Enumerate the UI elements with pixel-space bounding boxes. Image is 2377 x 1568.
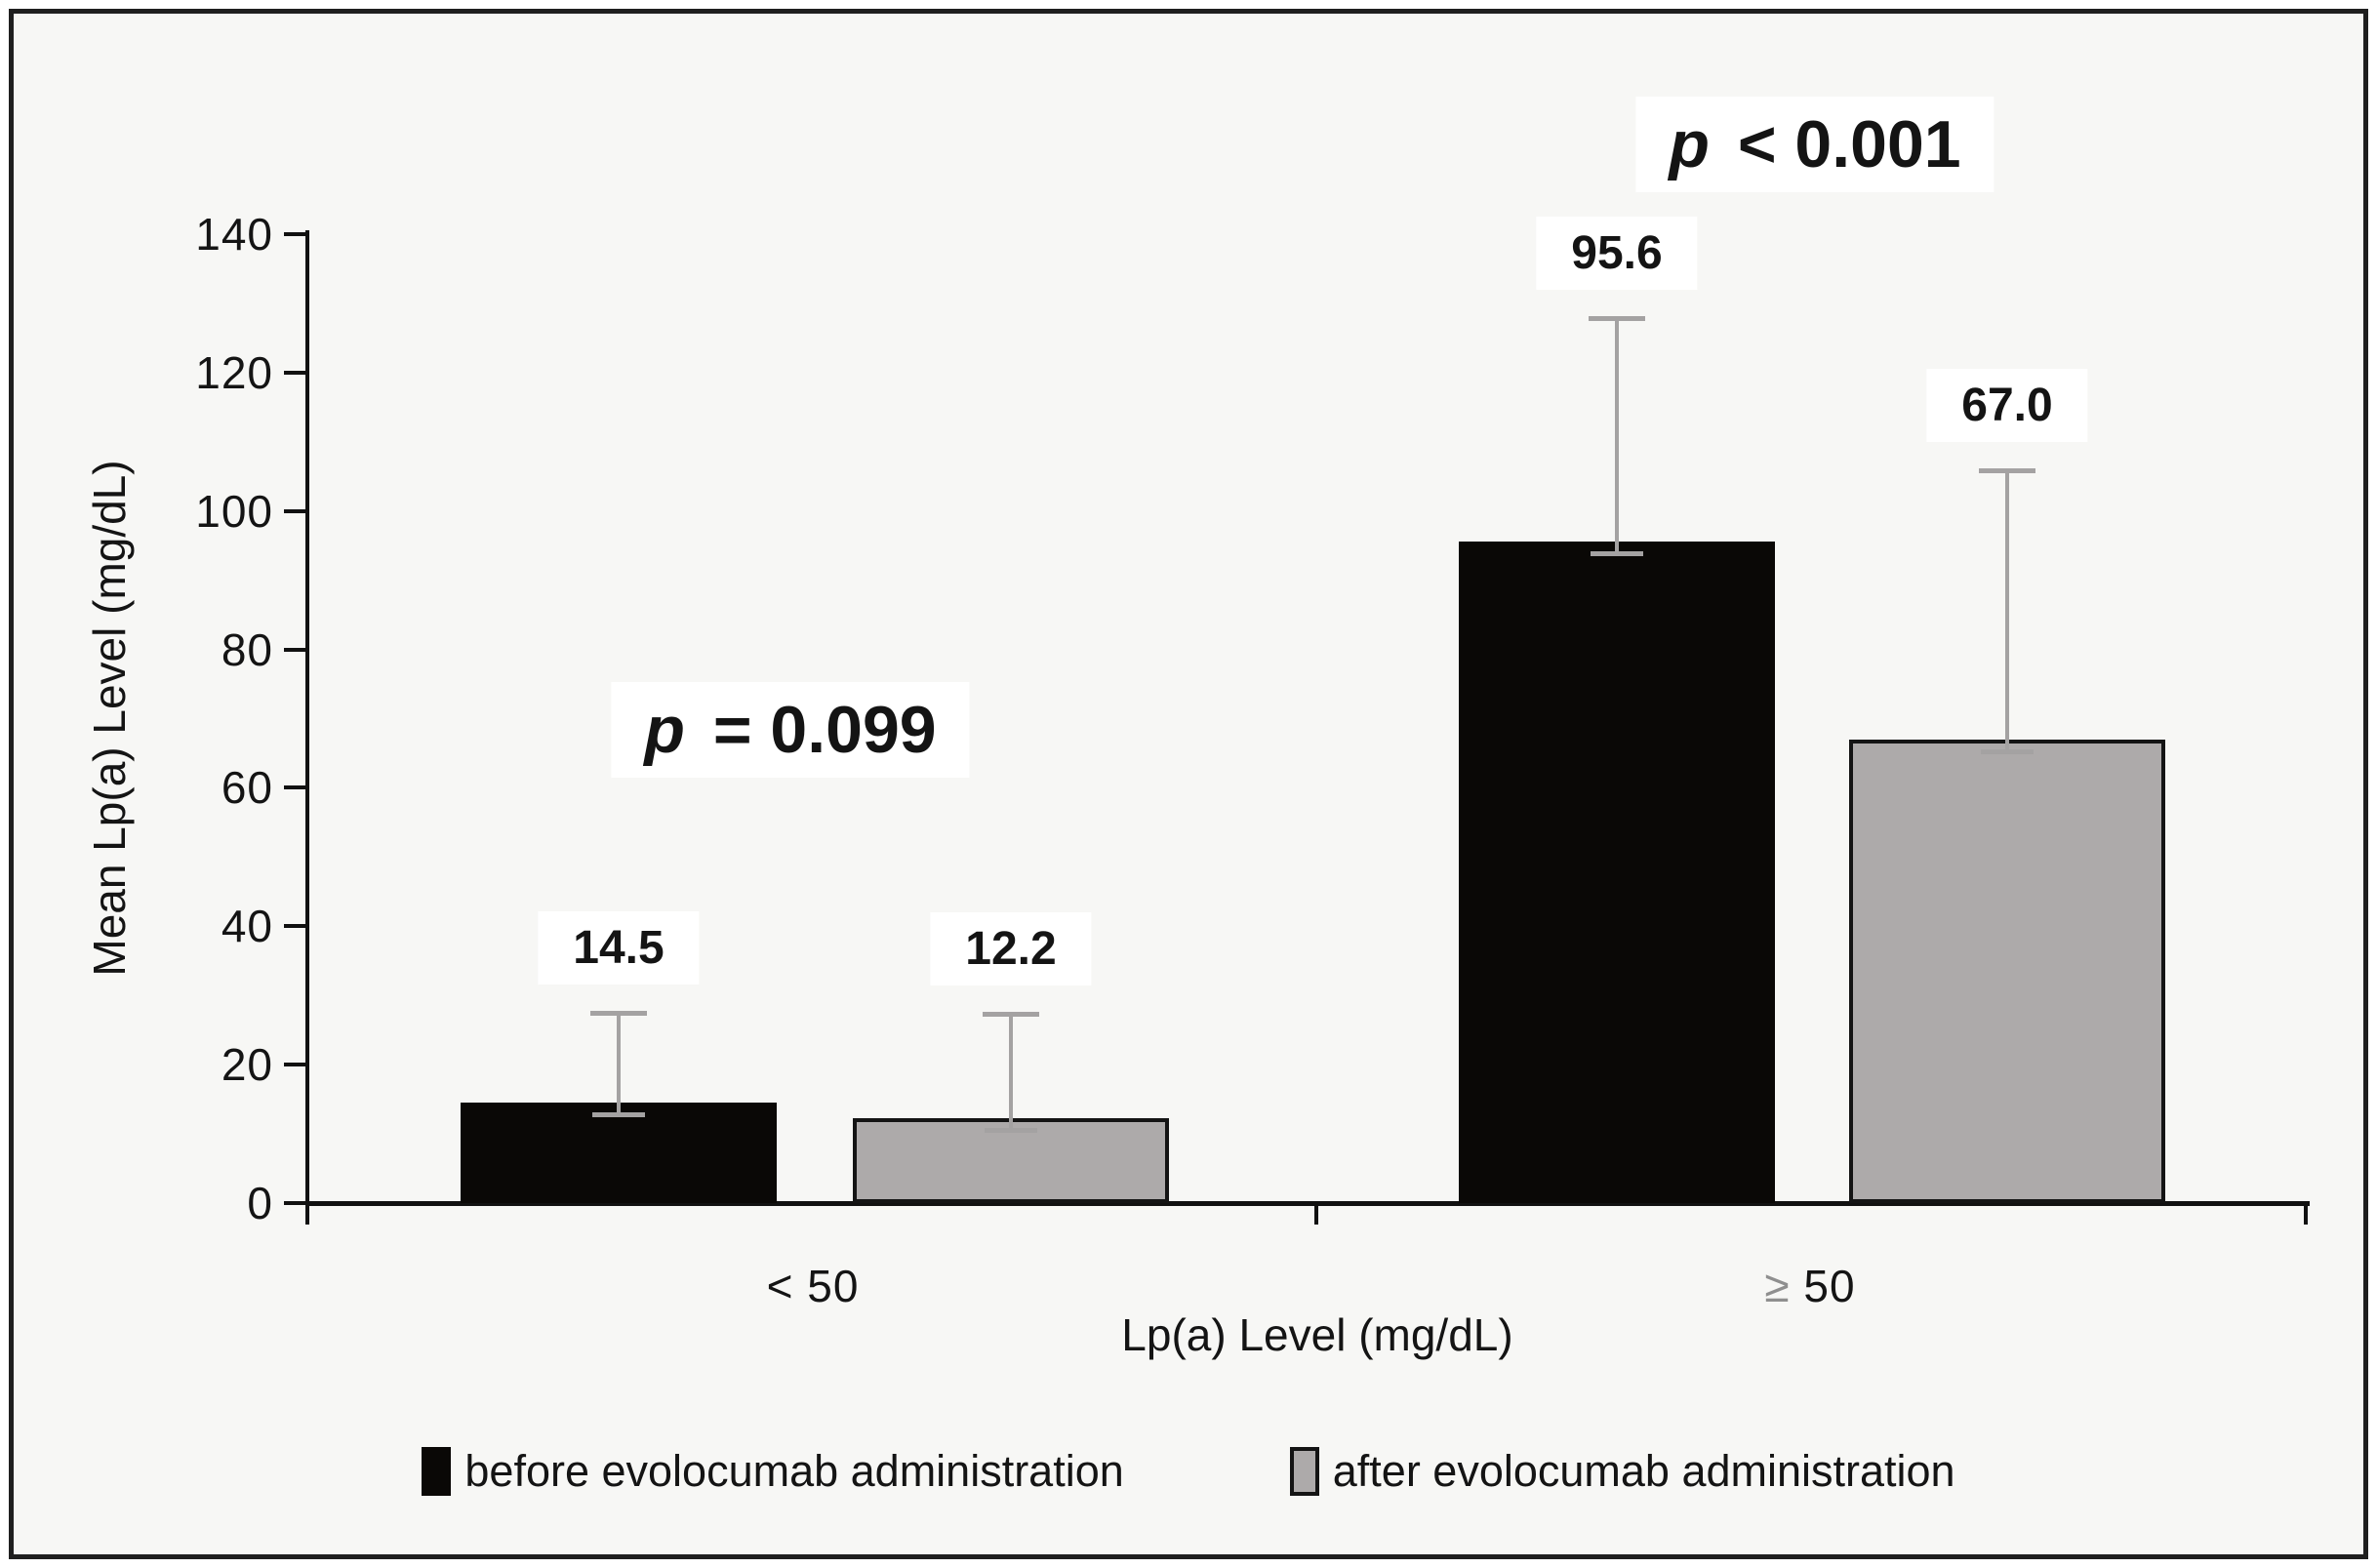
x-axis-tick bbox=[2304, 1203, 2308, 1225]
category-char: < bbox=[766, 1261, 794, 1311]
legend: before evolocumab administration after ev… bbox=[0, 1423, 2377, 1520]
y-axis-tick bbox=[284, 924, 307, 929]
bar bbox=[1459, 541, 1775, 1203]
error-bar-cap-top bbox=[590, 1011, 647, 1017]
y-axis-line bbox=[305, 230, 309, 1225]
p-symbol: p bbox=[644, 693, 685, 767]
error-bar-cap-bottom bbox=[1981, 748, 2034, 754]
p-value-annotation: p = 0.099 bbox=[611, 682, 970, 778]
legend-item: after evolocumab administration bbox=[1289, 1446, 1955, 1497]
y-tick-label: 20 bbox=[221, 1039, 273, 1091]
category-char: 5 bbox=[807, 1261, 833, 1311]
error-bar-cap-top bbox=[983, 1011, 1039, 1017]
p-value-annotation: p < 0.001 bbox=[1635, 97, 1994, 192]
category-char: 0 bbox=[1830, 1261, 1856, 1311]
error-bar-cap-top bbox=[1979, 468, 2035, 474]
y-axis-tick bbox=[284, 232, 307, 236]
y-tick-label: 140 bbox=[195, 209, 273, 260]
x-axis-line bbox=[305, 1201, 2310, 1206]
y-tick-label: 0 bbox=[247, 1178, 273, 1228]
y-tick-label: 100 bbox=[195, 485, 273, 537]
y-axis-tick bbox=[284, 1201, 307, 1205]
value-label: 95.6 bbox=[1536, 217, 1698, 291]
value-label: 67.0 bbox=[1926, 369, 2088, 443]
p-value-text: < 0.001 bbox=[1718, 107, 1961, 181]
error-bar-line bbox=[2005, 469, 2009, 753]
y-tick-label: 60 bbox=[221, 762, 273, 814]
p-value-text: = 0.099 bbox=[694, 693, 937, 767]
value-label: 14.5 bbox=[538, 911, 700, 985]
p-symbol: p bbox=[1669, 107, 1710, 181]
y-axis-title: Mean Lp(a) Level (mg/dL) bbox=[84, 460, 135, 977]
x-axis-tick bbox=[1314, 1203, 1318, 1225]
category-char bbox=[1791, 1261, 1804, 1311]
y-axis-tick bbox=[284, 370, 307, 375]
y-axis-tick bbox=[284, 508, 307, 513]
category-char: 5 bbox=[1803, 1261, 1831, 1311]
y-axis-tick bbox=[284, 1063, 307, 1067]
legend-label: before evolocumab administration bbox=[464, 1446, 1124, 1496]
category-char bbox=[793, 1261, 807, 1311]
legend-swatch bbox=[1289, 1447, 1319, 1496]
x-axis-title: Lp(a) Level (mg/dL) bbox=[1121, 1309, 1513, 1360]
category-char: 0 bbox=[832, 1261, 860, 1311]
error-bar-line bbox=[1009, 1012, 1013, 1133]
value-label: 12.2 bbox=[930, 911, 1092, 985]
bar bbox=[461, 1103, 777, 1203]
x-category-label: ≥ 50 bbox=[1764, 1260, 1855, 1312]
legend-label: after evolocumab administration bbox=[1332, 1446, 1955, 1496]
legend-swatch bbox=[422, 1447, 452, 1496]
error-bar-cap-bottom bbox=[592, 1112, 645, 1118]
error-bar-cap-top bbox=[1589, 316, 1645, 322]
gte-glyph: ≥ bbox=[1764, 1261, 1791, 1311]
x-category-label: < 50 bbox=[767, 1260, 860, 1312]
error-bar-cap-bottom bbox=[1591, 550, 1643, 556]
error-bar-line bbox=[617, 1012, 621, 1117]
legend-item: before evolocumab administration bbox=[422, 1446, 1124, 1497]
error-bar-cap-bottom bbox=[985, 1128, 1037, 1134]
y-axis-tick bbox=[284, 647, 307, 652]
error-bar-line bbox=[1615, 317, 1619, 555]
y-axis-tick bbox=[284, 785, 307, 790]
y-tick-label: 40 bbox=[221, 901, 273, 952]
bar bbox=[1849, 739, 2165, 1203]
y-tick-label: 120 bbox=[195, 346, 273, 398]
y-tick-label: 80 bbox=[221, 623, 273, 675]
